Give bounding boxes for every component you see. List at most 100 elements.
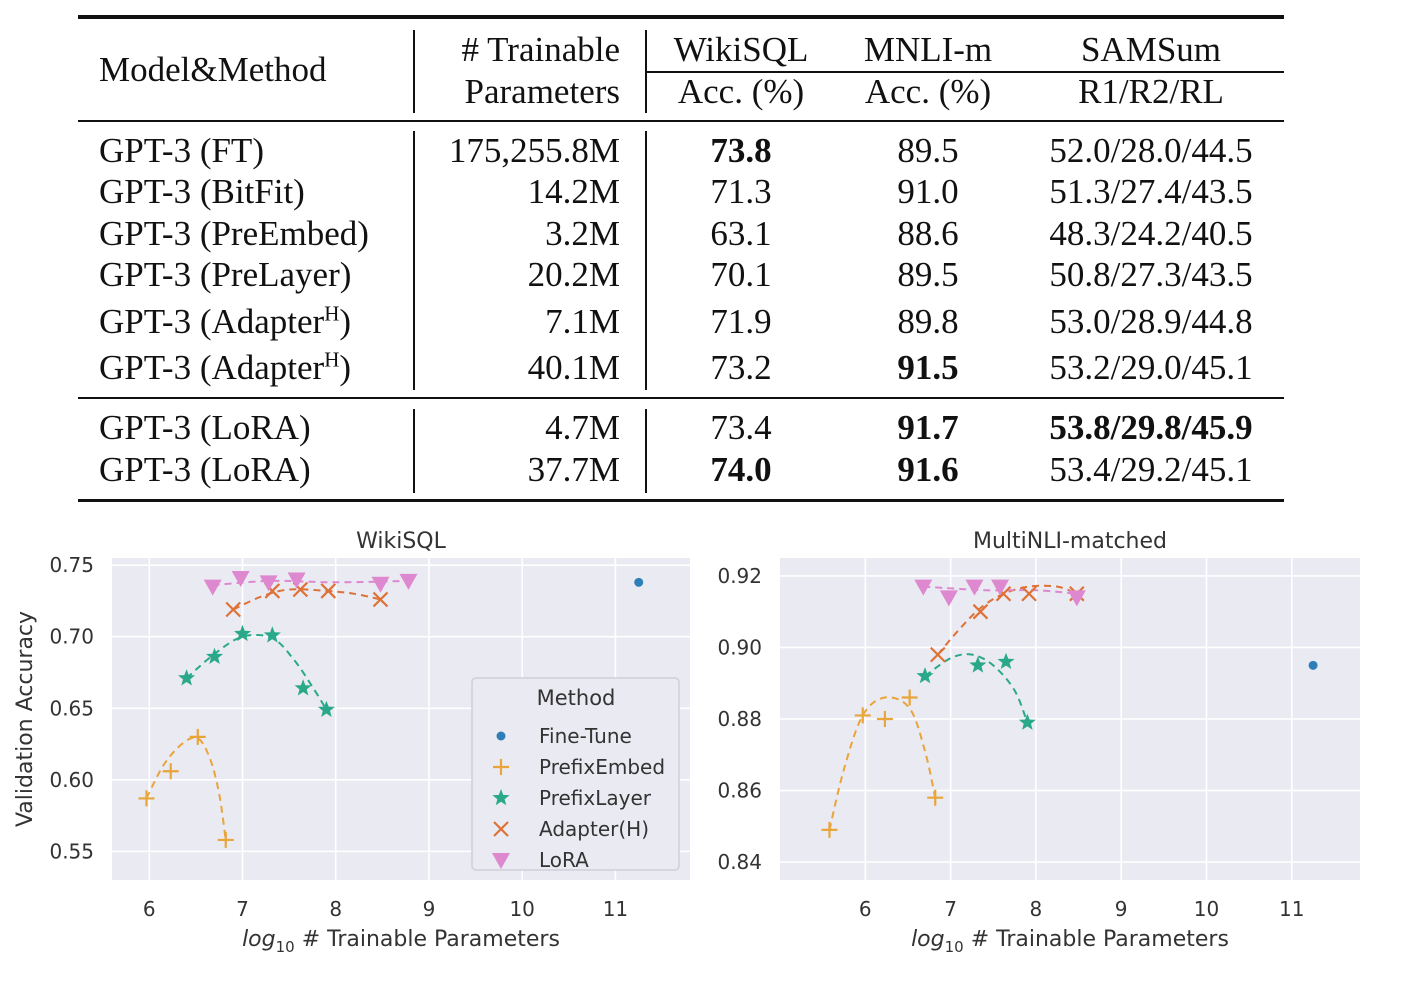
data-point-prefixlayer xyxy=(317,700,335,717)
table-cell-mnli: 91.6 xyxy=(897,450,959,489)
x-tick-label: 9 xyxy=(1115,897,1128,921)
chart-multinli-matched: 6 7 8 9 10 11 0.84 0.86 0.88 0.90 0.92 MultiNLI-mat… xyxy=(700,520,1414,960)
legend-marker-prefixembed xyxy=(493,759,509,775)
y-tick-label: 0.84 xyxy=(717,850,762,874)
data-point-prefixembed xyxy=(138,790,155,807)
data-point-prefixembed xyxy=(821,821,838,838)
table-cell-samsum: 53.4/29.2/45.1 xyxy=(1049,450,1253,489)
data-point-prefixembed xyxy=(217,831,234,848)
y-tick-label: 0.70 xyxy=(49,625,94,649)
model-name-text: GPT-3 (PreEmbed) xyxy=(99,214,369,253)
data-point-prefixembed xyxy=(162,763,179,780)
table-cell-model: GPT-3 (LoRA) xyxy=(99,410,311,445)
header-mnli: MNLI-m xyxy=(863,30,993,69)
table-cell-model: GPT-3 (PreLayer) xyxy=(99,257,351,292)
data-point-lora xyxy=(914,579,933,596)
table-cell-params: 4.7M xyxy=(545,408,620,447)
data-point-prefixlayer xyxy=(997,652,1015,669)
y-tick-label: 0.88 xyxy=(717,707,762,731)
chart-multinli-svg: 6 7 8 9 10 11 0.84 0.86 0.88 0.90 0.92 MultiNLI-mat… xyxy=(717,529,1360,956)
table-cell-samsum: 50.8/27.3/43.5 xyxy=(1049,255,1253,294)
x-tick-label: 10 xyxy=(509,897,534,921)
header-params-line2: Parameters xyxy=(464,72,620,111)
data-point-fine-tune xyxy=(634,577,644,587)
table-cell-wikisql: 74.0 xyxy=(710,450,772,489)
model-closing-paren: ) xyxy=(339,348,352,387)
data-point-prefixembed xyxy=(927,789,944,806)
table-cell-mnli: 91.5 xyxy=(897,348,959,387)
data-point-prefixlayer xyxy=(263,626,281,643)
table-cell-model: GPT-3 (AdapterH) xyxy=(99,301,351,339)
table-cell-mnli: 89.8 xyxy=(897,302,959,341)
data-point-lora xyxy=(965,579,984,596)
y-tick-label: 0.92 xyxy=(717,564,762,588)
table-cell-mnli: 89.5 xyxy=(897,131,959,170)
x-tick-label: 7 xyxy=(944,897,957,921)
model-superscript: H xyxy=(324,301,340,326)
column-divider-1-lora xyxy=(413,409,415,493)
x-tick-label: 6 xyxy=(859,897,872,921)
header-model-method: Model&Method xyxy=(99,50,327,89)
table-cell-samsum: 53.8/29.8/45.9 xyxy=(1049,408,1253,447)
data-point-adapter-h xyxy=(930,646,946,663)
y-tick-label: 0.55 xyxy=(49,839,94,863)
model-name-text: GPT-3 (FT) xyxy=(99,131,264,170)
y-tick-label: 0.60 xyxy=(49,768,94,792)
table-cell-params: 37.7M xyxy=(527,450,620,489)
data-point-prefixlayer xyxy=(178,669,196,686)
table-cell-samsum: 53.2/29.0/45.1 xyxy=(1049,348,1253,387)
chart-title: WikiSQL xyxy=(356,529,447,554)
model-name-text: GPT-3 (Adapter xyxy=(99,348,325,387)
table-cell-params: 20.2M xyxy=(527,255,620,294)
column-divider-2-lora xyxy=(645,409,647,493)
header-samsum-metric: R1/R2/RL xyxy=(1078,72,1224,111)
column-divider-2-header xyxy=(645,30,647,113)
model-name-text: GPT-3 (BitFit) xyxy=(99,172,305,211)
y-tick-label: 0.90 xyxy=(717,635,762,659)
x-axis-label-subscript: 10 xyxy=(945,938,964,956)
data-point-lora xyxy=(231,571,250,588)
legend-box xyxy=(471,677,680,871)
results-table: Model&Method # Trainable Parameters Wiki… xyxy=(78,15,1284,502)
data-point-lora xyxy=(203,579,222,596)
x-tick-labels: 6 7 8 9 10 11 xyxy=(859,897,1305,921)
table-cell-wikisql: 73.2 xyxy=(710,348,772,387)
header-samsum: SAMSum xyxy=(1080,30,1222,69)
data-point-lora xyxy=(939,590,958,607)
legend-marker-fine-tune xyxy=(496,731,506,741)
x-axis-label-log: log xyxy=(242,927,276,952)
x-tick-label: 10 xyxy=(1194,897,1219,921)
legend: Method Fine-Tune PrefixEmbed PrefixLayer Ada… xyxy=(471,677,680,872)
header-bottom-rule xyxy=(78,120,1284,122)
legend-marker-prefixlayer xyxy=(492,789,510,806)
x-axis-label: log10 # Trainable Parameters xyxy=(242,927,560,956)
table-cell-mnli: 89.5 xyxy=(897,255,959,294)
x-axis-label-log: log xyxy=(911,927,945,952)
data-point-lora xyxy=(259,575,278,592)
table-cell-model: GPT-3 (BitFit) xyxy=(99,174,305,209)
table-cell-params: 7.1M xyxy=(545,302,620,341)
data-point-adapter-h xyxy=(1021,585,1037,602)
data-point-prefixembed xyxy=(901,689,918,706)
data-point-lora xyxy=(287,572,306,589)
data-point-prefixembed xyxy=(876,711,893,727)
header-mnli-metric: Acc. (%) xyxy=(864,72,992,111)
table-cell-wikisql: 73.4 xyxy=(710,408,772,447)
y-tick-label: 0.75 xyxy=(49,553,94,577)
data-point-adapter-h xyxy=(372,591,389,608)
model-name-text: GPT-3 (PreLayer) xyxy=(99,255,352,294)
table-cell-params: 14.2M xyxy=(527,172,620,211)
data-point-prefixlayer xyxy=(916,667,934,684)
model-name-text: GPT-3 (LoRA) xyxy=(99,450,311,489)
table-cell-model: GPT-3 (LoRA) xyxy=(99,452,311,487)
model-name-text: GPT-3 (LoRA) xyxy=(99,408,311,447)
data-marks xyxy=(821,579,1318,838)
top-rule xyxy=(78,15,1284,19)
legend-label-lora: LoRA xyxy=(539,848,589,872)
data-point-lora xyxy=(1067,590,1086,607)
data-point-prefixlayer xyxy=(294,679,312,696)
series-curve-prefixlayer xyxy=(924,653,1029,723)
header-wikisql-metric: Acc. (%) xyxy=(677,72,805,111)
table-cell-model: GPT-3 (FT) xyxy=(99,133,264,168)
data-point-prefixembed xyxy=(189,728,206,745)
